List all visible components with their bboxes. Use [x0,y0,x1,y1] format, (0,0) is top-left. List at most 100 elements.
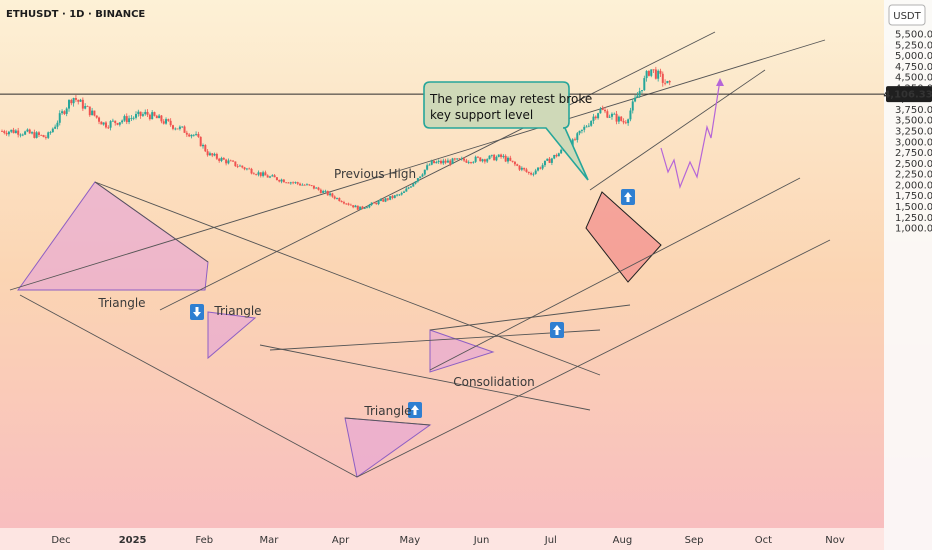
candle-body [502,155,505,157]
candle-body [624,122,627,124]
candle-body [342,202,345,204]
candle-body [225,159,228,164]
candle-body [585,126,588,128]
trend-line [429,304,631,331]
candle-body [451,158,454,165]
candle-body [315,187,318,189]
candle-body [421,174,424,177]
currency-button-label[interactable]: USDT [893,11,921,22]
candle-body [312,185,315,189]
candle-body [310,185,313,186]
candle-body [195,133,198,135]
arrow-glyph [193,307,201,317]
time-tick-label: Jun [473,535,490,546]
currency-button[interactable]: USDT [888,4,926,26]
candle-body [7,131,10,135]
candle-body [158,115,161,119]
candle-body [86,106,89,107]
time-axis: Dec 2025 Feb Mar Apr May Jun Jul Aug Sep Oct Nov [0,528,884,550]
candle-body [543,160,546,166]
candle-body [555,154,558,157]
time-tick-label: Feb [195,535,213,546]
candle-body [40,134,43,136]
candle-body [121,120,124,123]
candle-body [615,113,618,122]
candle-body [234,161,237,167]
candle-body [61,111,64,114]
candle-body [592,116,595,121]
currency-button-frame[interactable] [888,4,926,26]
candle-body [576,133,579,140]
candle-body [135,114,138,118]
triangle-label-1: Triangle [97,296,145,310]
price-tick-label: 2,000.00 [895,180,932,191]
candle-body [472,161,475,163]
candle-body [664,82,667,84]
candle-body [185,132,188,135]
candle-body [137,111,140,115]
candle-body [449,160,452,165]
candle-body [174,128,177,130]
candle-body [433,160,436,164]
candle-body [299,183,302,186]
candle-body [636,95,639,98]
candle-body [560,149,563,154]
candle-body [500,154,503,157]
candle-body [539,167,542,169]
candle-body [430,160,433,165]
candle-body [650,69,653,76]
candle-body [130,118,133,119]
candle-body [88,106,91,116]
candle-body [227,160,230,164]
candle-body [486,159,489,162]
candle-body [419,176,422,179]
time-tick-label: May [400,535,421,546]
candle-body [28,129,31,134]
candle-body [349,204,352,206]
candle-body [303,184,306,186]
candles [1,66,671,211]
candle-body [490,154,493,156]
candle-body [285,182,288,184]
candle-body [613,113,616,115]
price-tick-label: 4,500.00 [895,73,932,84]
price-tick-label: 5,250.00 [895,40,932,51]
candle-body [104,122,107,128]
price-tick-label: 1,000.00 [895,224,932,235]
candle-body [608,116,611,118]
candle-body [42,135,45,138]
candle-body [144,111,147,115]
candle-body [14,130,17,134]
candle-body [229,160,232,162]
candle-body [132,117,135,119]
candle-body [416,178,419,182]
candle-body [162,121,165,124]
candle-body [324,190,327,192]
up-arrow-icon [550,322,564,338]
candle-body [460,158,463,160]
previous-high-label: Previous High [334,167,416,181]
candle-body [211,153,214,156]
candle-body [319,189,322,193]
candle-body [243,167,246,170]
candle-body [176,128,179,130]
candle-body [58,113,61,123]
time-tick-label: Apr [332,535,350,546]
candle-body [116,123,119,125]
callout-line-1: The price may retest broke [429,92,592,106]
candle-body [391,196,394,198]
candle-body [266,175,269,178]
candle-body [627,119,630,124]
candle-body [384,198,387,202]
candle-body [245,168,248,170]
candle-body [550,158,553,163]
candle-body [91,110,94,116]
candle-body [467,162,470,163]
candle-body [259,172,262,176]
candle-body [620,116,623,121]
candle-body [56,122,59,127]
candle-body [617,116,620,122]
candle-body [479,157,482,162]
